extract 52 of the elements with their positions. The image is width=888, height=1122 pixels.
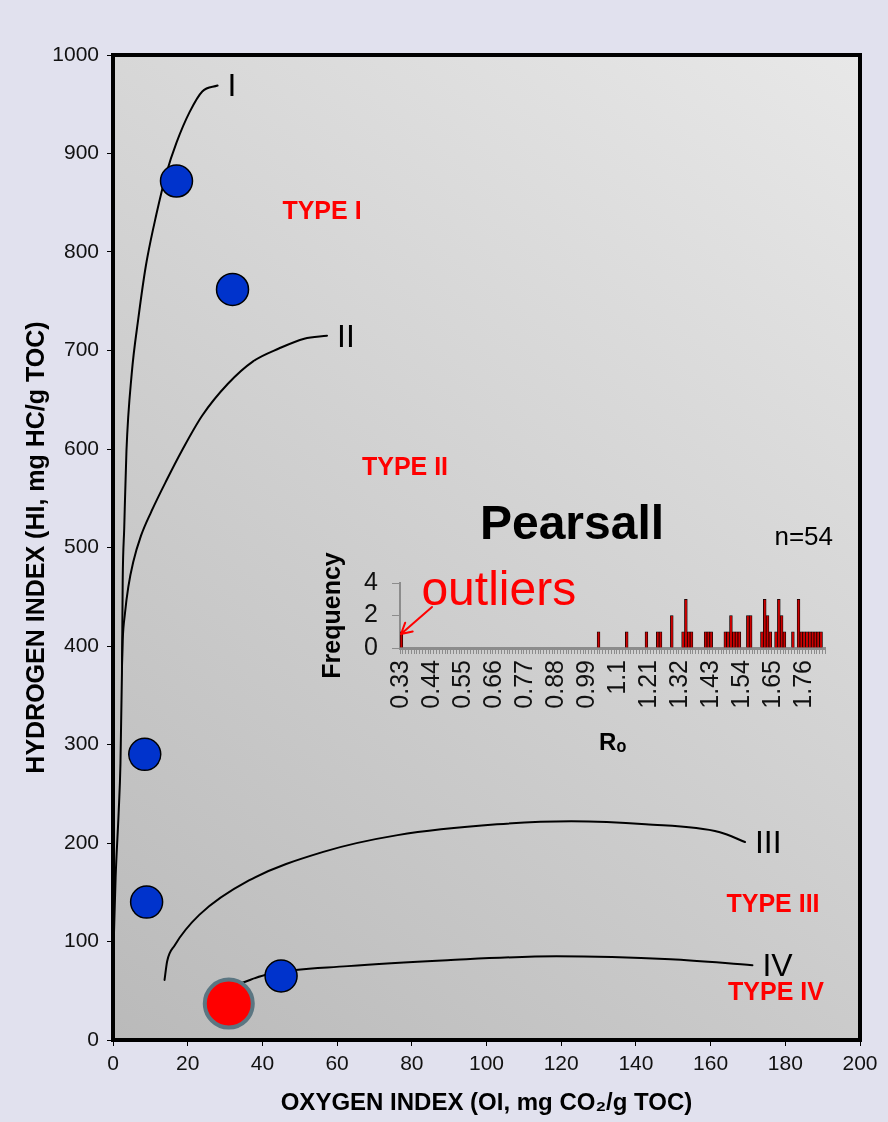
x-axis-title: OXYGEN INDEX (OI, mg CO₂/g TOC) [280,1088,693,1116]
x-tick-label: 20 [176,1051,200,1075]
y-tick-label: 800 [63,238,99,262]
x-tick-label: 1.1 [602,660,631,695]
x-tick-label: 0.99 [571,660,600,709]
x-tick-label: 0 [107,1051,119,1075]
x-tick-label: 120 [543,1051,579,1075]
y-tick-label: 300 [63,731,99,755]
annotation: TYPE I [282,195,362,224]
y-tick-label: 4 [364,566,379,595]
y-tick-label: 0 [364,631,378,660]
y-tick-label: 500 [63,534,99,558]
y-axis-title: Frequency [316,552,345,679]
x-tick-label: 1.54 [726,659,755,709]
y-tick-label: 2 [364,599,378,628]
annotation: TYPE III [726,888,820,917]
x-tick-label: 180 [767,1051,803,1075]
x-tick-label: 100 [468,1051,505,1075]
x-tick-label: 1.43 [695,660,724,709]
x-tick-label: 0.44 [416,659,445,709]
y-tick-label: 900 [63,140,99,164]
y-axis-title: HYDROGEN INDEX (HI, mg HC/g TOC) [20,321,49,774]
x-tick-label: 200 [842,1051,878,1075]
y-tick-label: 100 [63,928,99,952]
x-tick-label: 0.66 [478,660,507,709]
x-tick-label: 1.32 [664,660,693,709]
x-axis-title: Rₒ [599,728,627,756]
chart-title: Pearsall [479,496,665,550]
x-tick-label: 0.55 [447,660,476,709]
annotation: outliers [421,561,577,615]
y-tick-label: 200 [63,829,99,853]
x-tick-label: 140 [618,1051,654,1075]
series-label: II [337,317,355,354]
series-label: III [754,823,782,860]
x-tick-label: 0.77 [509,660,538,709]
x-tick-label: 0.88 [540,660,569,709]
x-tick-label: 60 [325,1051,349,1075]
x-tick-label: 1.21 [633,660,662,709]
x-tick-label: 160 [693,1051,729,1075]
x-tick-label: 0.33 [385,660,414,709]
annotation: n=54 [774,521,833,552]
x-tick-label: 1.76 [788,660,817,709]
y-tick-label: 400 [63,632,99,656]
y-tick-label: 1000 [52,41,99,65]
x-tick-label: 40 [250,1051,275,1075]
x-tick-label: 80 [400,1051,424,1075]
y-tick-label: 0 [87,1026,99,1050]
y-tick-label: 600 [63,435,99,459]
series-label: I [227,67,237,104]
y-tick-label: 700 [63,337,99,361]
x-tick-label: 1.65 [757,660,786,709]
annotation: TYPE II [361,451,449,480]
